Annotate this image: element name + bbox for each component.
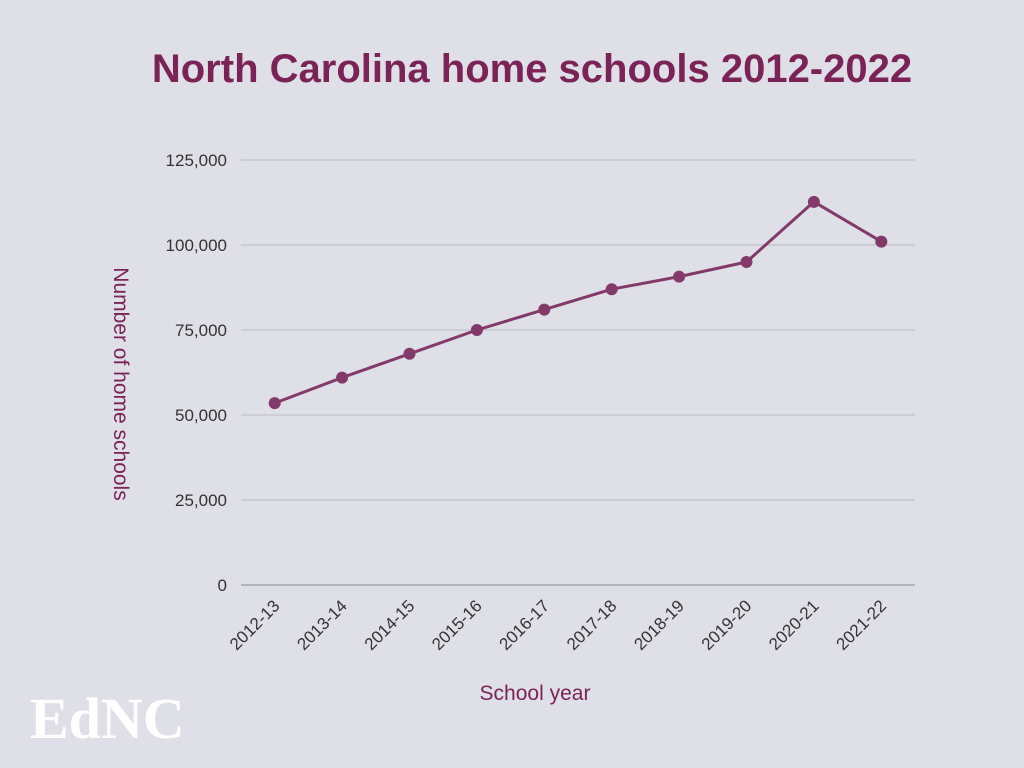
series-line [274,200,883,405]
y-tick-label: 100,000 [166,236,227,255]
x-tick-label: 2013-14 [293,596,351,654]
x-tick-label: 2017-18 [563,596,621,654]
data-point [336,371,349,384]
y-tick-label: 75,000 [175,321,227,340]
x-tick-label: 2018-19 [630,596,688,654]
ednc-logo: EdNC [30,686,185,751]
x-tick-label: 2016-17 [496,596,554,654]
x-tick-label: 2015-16 [428,596,486,654]
y-axis-label: Number of home schools [109,267,132,500]
data-point [740,256,753,268]
data-point [538,303,551,316]
x-tick-label: 2019-20 [698,596,756,654]
data-point [268,397,281,410]
y-tick-label: 125,000 [166,151,227,170]
y-tick-label: 0 [218,576,227,595]
y-axis-ticks: 0 25,000 50,000 75,000 100,000 125,000 [166,151,227,595]
x-tick-label: 2012-13 [226,596,284,654]
y-tick-label: 50,000 [175,406,227,425]
x-axis-label: School year [480,682,591,705]
gridlines [241,159,915,586]
chart-title: North Carolina home schools 2012-2022 [152,47,912,91]
data-point [807,195,820,208]
x-axis-ticks: 2012-13 2013-14 2014-15 2015-16 2016-17 2017-… [226,596,890,654]
data-point [673,270,686,283]
data-point [470,324,483,336]
series-layer [268,195,888,410]
y-tick-label: 25,000 [175,491,227,510]
x-tick-label: 2021-22 [833,596,891,654]
x-tick-label: 2014-15 [361,596,419,654]
x-tick-label: 2020-21 [765,596,823,654]
data-point [605,283,618,296]
data-point [875,235,888,248]
data-point [403,347,416,360]
